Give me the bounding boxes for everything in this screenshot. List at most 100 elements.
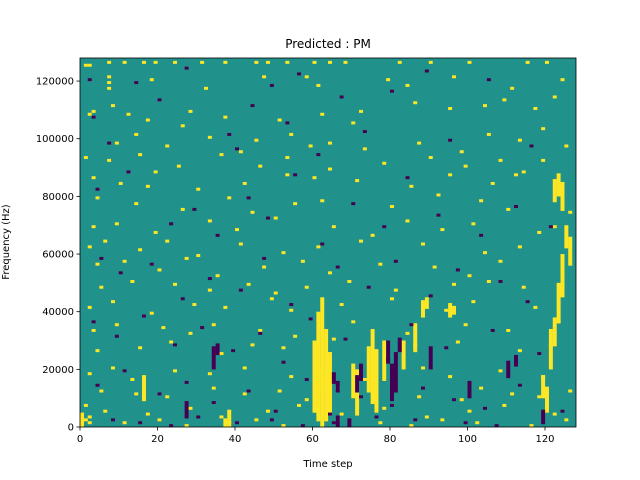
heatmap-cell-high [339, 303, 344, 307]
heatmap-cell-high [517, 349, 522, 353]
heatmap-cell-high [196, 254, 201, 258]
x-tick-label: 120 [535, 434, 554, 445]
heatmap-cell-high [289, 132, 294, 136]
heatmap-cell-high [142, 375, 146, 402]
y-tick-label: 40000 [42, 307, 74, 318]
heatmap-cell-high [207, 372, 212, 376]
heatmap-cell-low [87, 78, 92, 82]
heatmap-cell-high [455, 340, 460, 344]
y-tick-label: 80000 [42, 192, 74, 203]
heatmap-cell-high [448, 107, 453, 110]
heatmap-cell-high [223, 60, 228, 64]
heatmap-cell-low [95, 187, 100, 191]
heatmap-cell-low [393, 352, 398, 393]
heatmap-cell-high [347, 279, 352, 283]
heatmap-cell-high [130, 279, 135, 283]
heatmap-cell-high [118, 181, 123, 185]
heatmap-cell-high [545, 60, 549, 64]
heatmap-cell-high [359, 109, 363, 113]
heatmap-cell-high [320, 375, 325, 387]
heatmap-cell-high [556, 173, 561, 197]
heatmap-cell-high [421, 366, 425, 370]
heatmap-cell-low [343, 337, 348, 341]
heatmap-cell-low [339, 95, 344, 99]
heatmap-cell-low [560, 409, 565, 413]
heatmap-cell-high [568, 210, 573, 214]
heatmap-cell-high [533, 107, 538, 110]
heatmap-cell-high [548, 343, 553, 347]
heatmap-cell-low [374, 415, 379, 419]
heatmap-cell-high [83, 63, 88, 67]
heatmap-cell-high [339, 412, 344, 416]
heatmap-cell-low [486, 78, 491, 82]
heatmap-cell-low [483, 406, 487, 410]
heatmap-cell-low [235, 421, 239, 425]
heatmap-cell-high [471, 222, 476, 226]
heatmap-cell-high [448, 173, 453, 177]
heatmap-cell-high [370, 233, 375, 237]
heatmap-cell-high [413, 343, 418, 347]
x-axis-label: Time step [302, 459, 352, 470]
heatmap-cell-low [335, 265, 340, 269]
heatmap-cell-high [428, 156, 433, 159]
heatmap-cell-high [467, 274, 472, 278]
heatmap-cell-high [448, 303, 453, 318]
heatmap-cell-low [514, 354, 518, 367]
heatmap-cell-low [157, 392, 162, 396]
heatmap-cell-low [99, 256, 104, 260]
heatmap-cell-high [351, 320, 356, 324]
heatmap-cell-high [355, 179, 360, 183]
heatmap-cell-high [83, 156, 88, 159]
heatmap-cell-low [386, 357, 391, 361]
heatmap-cell-high [328, 352, 332, 416]
heatmap-cell-low [308, 317, 313, 321]
heatmap-cell-high [285, 60, 290, 64]
heatmap-cell-high [328, 60, 332, 64]
heatmap-cell-high [498, 369, 503, 373]
x-tick-label: 60 [306, 434, 319, 445]
heatmap-cell-high [184, 256, 189, 260]
heatmap-cell-high [467, 60, 472, 64]
heatmap-cell-high [564, 225, 569, 249]
heatmap-cell-high [122, 421, 127, 425]
heatmap-cell-low [281, 360, 286, 364]
heatmap-cell-high [521, 170, 526, 174]
heatmap-cell-high [207, 219, 212, 223]
heatmap-cell-high [134, 132, 139, 136]
heatmap-cell-high [417, 141, 422, 145]
heatmap-cell-high [269, 297, 274, 301]
axes-frame [79, 57, 577, 428]
heatmap-cell-low [269, 418, 274, 422]
heatmap-cell-low [169, 222, 174, 226]
heatmap-cell-high [281, 251, 286, 255]
heatmap-cell-high [266, 60, 270, 64]
heatmap-cell-high [211, 386, 216, 390]
heatmap-cell-low [467, 380, 472, 399]
heatmap-cell-low [316, 153, 321, 157]
heatmap-cell-low [250, 104, 255, 108]
y-axis: 0 20000 40000 60000 80000 100000 120000 [36, 77, 80, 434]
heatmap-cell-high [471, 300, 476, 304]
heatmap-cell-high [421, 300, 425, 318]
heatmap-cell-high [506, 328, 511, 332]
heatmap-cell-high [517, 245, 522, 249]
heatmap-cell-low [382, 225, 387, 229]
heatmap-cell-high [273, 216, 278, 220]
heatmap-cell-high [103, 239, 108, 243]
heatmap-cell-low [273, 409, 278, 413]
heatmap-cell-high [467, 409, 472, 413]
heatmap-cell-low [541, 409, 546, 425]
heatmap-cell-low [107, 141, 112, 145]
heatmap-cell-high [242, 181, 247, 185]
heatmap-cell-high [130, 377, 135, 381]
heatmap-cell-low [548, 225, 553, 229]
heatmap-cell-low [421, 386, 425, 390]
heatmap-cell-high [285, 173, 290, 177]
heatmap-cell-high [382, 406, 387, 410]
heatmap-cell-high [87, 305, 92, 309]
heatmap-cell-low [506, 360, 511, 379]
heatmap-cell-low [149, 262, 154, 266]
heatmap-cell-high [370, 328, 375, 405]
heatmap-cell-high [510, 392, 515, 396]
